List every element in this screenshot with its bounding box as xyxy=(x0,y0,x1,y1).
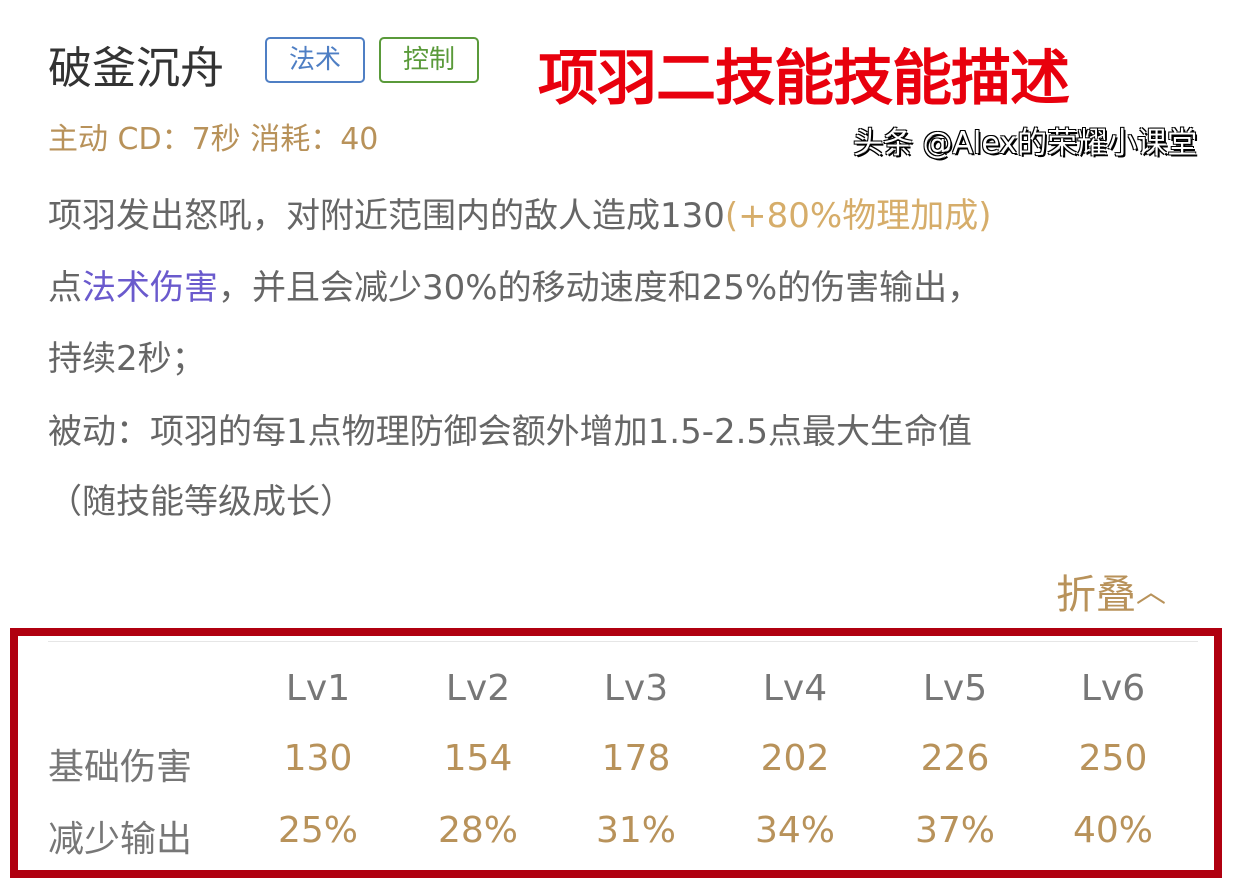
row-label: 基础伤害 xyxy=(48,747,193,788)
chevron-up-icon: ︿ xyxy=(1136,575,1166,610)
table-cell: 34% xyxy=(754,810,835,851)
table-cell: 28% xyxy=(437,810,518,851)
table-cell: 250 xyxy=(1078,738,1148,779)
desc-line-2: 点法术伤害，并且会减少30%的移动速度和25%的伤害输出， xyxy=(48,260,981,309)
desc-line-3: 持续2秒； xyxy=(48,339,206,379)
fold-button[interactable]: 折叠︿ xyxy=(1056,562,1166,620)
level-header: Lv3 xyxy=(603,668,669,709)
divider xyxy=(48,641,1198,642)
desc-damage-type: 法术伤害 xyxy=(82,268,218,308)
level-header: Lv4 xyxy=(762,668,828,709)
desc-line-5: （随技能等级成长） xyxy=(48,482,354,522)
table-cell: 178 xyxy=(601,738,671,779)
desc-bonus: (+80%物理加成) xyxy=(724,196,992,236)
level-header: Lv6 xyxy=(1080,668,1146,709)
skill-meta: 主动 CD：7秒 消耗：40 xyxy=(48,122,379,157)
desc-line-1: 项羽发出怒吼，对附近范围内的敌人造成130(+80%物理加成) xyxy=(48,188,992,237)
level-table-highlight xyxy=(10,628,1222,878)
table-cell: 31% xyxy=(595,810,676,851)
watermark: 头条 @Alex的荣耀小课堂 xyxy=(853,126,1198,161)
desc-text: 点 xyxy=(48,268,82,308)
desc-line-4: 被动：项羽的每1点物理防御会额外增加1.5-2.5点最大生命值 xyxy=(48,412,973,452)
desc-text: 项羽发出怒吼，对附近范围内的敌人造成130 xyxy=(48,196,725,236)
table-cell: 37% xyxy=(914,810,995,851)
row-label: 减少输出 xyxy=(48,819,193,860)
table-cell: 25% xyxy=(277,810,358,851)
skill-name: 破釜沉舟 xyxy=(48,43,224,94)
tag-magic: 法术 xyxy=(265,37,365,83)
banner-title: 项羽二技能技能描述 xyxy=(538,44,1070,114)
table-cell: 130 xyxy=(283,738,353,779)
level-header: Lv2 xyxy=(445,668,511,709)
table-cell: 226 xyxy=(920,738,990,779)
fold-label: 折叠 xyxy=(1056,572,1136,618)
desc-text: ，并且会减少30%的移动速度和25%的伤害输出， xyxy=(218,268,982,308)
level-header: Lv1 xyxy=(285,668,351,709)
table-cell: 40% xyxy=(1072,810,1153,851)
tag-control: 控制 xyxy=(379,37,479,83)
table-cell: 202 xyxy=(760,738,830,779)
table-cell: 154 xyxy=(443,738,513,779)
level-header: Lv5 xyxy=(922,668,988,709)
